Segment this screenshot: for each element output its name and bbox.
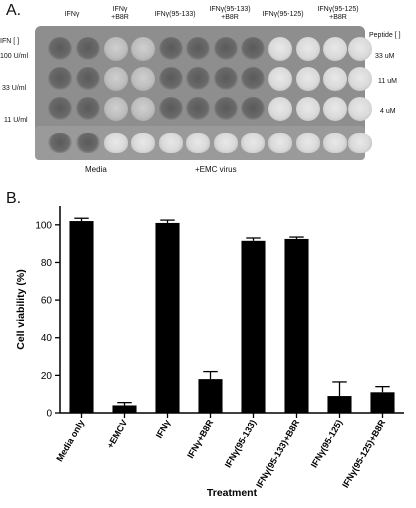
x-tick-label: IFNγ(95-125) (309, 418, 344, 469)
bar-chart: 0 20 40 60 80 100 Cell viability (%) Media only… (15, 206, 404, 499)
plate-well (241, 97, 265, 121)
y-tick-label: 80 (41, 258, 53, 269)
row-label-ifn: 11 U/ml (4, 117, 28, 124)
plate-well (348, 37, 372, 61)
col-header: IFNγ(95-133) +B8R (209, 6, 251, 21)
plate-well (214, 67, 238, 91)
plate-well (48, 133, 72, 153)
plate-well (76, 133, 100, 153)
plate-well (159, 133, 183, 153)
plate-well (159, 97, 183, 121)
peptide-header: Peptide [ ] (369, 32, 401, 39)
plate-well (348, 97, 372, 121)
y-tick-label: 40 (41, 333, 53, 344)
plate-well (323, 67, 347, 91)
col-header: IFNγ(95-125) (262, 11, 304, 18)
plate-well (323, 133, 347, 153)
plate-well (296, 37, 320, 61)
plate-well (268, 37, 292, 61)
row-label-peptide: 33 uM (375, 53, 395, 60)
plate-well (76, 37, 100, 61)
bar (327, 396, 352, 413)
x-axis-label: Treatment (207, 487, 258, 499)
bottom-label-virus: +EMC virus (195, 165, 237, 174)
plate-well (48, 67, 72, 91)
plate-well (214, 97, 238, 121)
bar (198, 379, 223, 413)
plate-well (104, 133, 128, 153)
x-tick-label: IFNγ+B8R (185, 418, 215, 460)
plate-well (131, 97, 155, 121)
plate-well (348, 67, 372, 91)
plate-well (159, 37, 183, 61)
plate-well (131, 133, 155, 153)
plate-well (214, 133, 238, 153)
panel-a-plate-image: A. IFN [ ] Peptide [ ] IFNγ IFNγ +B8R IF… (0, 0, 416, 190)
y-tick-label: 20 (41, 371, 53, 382)
bottom-label-media: Media (85, 165, 107, 174)
plate-well (76, 97, 100, 121)
plate-well (296, 97, 320, 121)
plate-well (214, 37, 238, 61)
x-tick-label: +EMCV (105, 418, 129, 450)
plate-well (348, 133, 372, 153)
plate-well (76, 67, 100, 91)
x-tick-label: IFNγ(95-125)+B8R (340, 418, 387, 490)
col-header: IFNγ +B8R (111, 6, 129, 21)
plate-well (186, 37, 210, 61)
col-header: IFNγ (64, 11, 80, 18)
plate-well (104, 97, 128, 121)
y-axis-label: Cell viability (%) (15, 269, 27, 350)
plate-well (296, 133, 320, 153)
plate-well (159, 67, 183, 91)
bar (241, 240, 266, 413)
row-label-peptide: 4 uM (380, 108, 396, 115)
plate-well (241, 67, 265, 91)
bar (69, 221, 94, 413)
plate-well (296, 67, 320, 91)
col-header: IFNγ(95-125) +B8R (317, 6, 359, 21)
row-label-peptide: 11 uM (378, 78, 397, 85)
panel-b-chart: B. 0 20 40 60 80 100 Cell viability (%) Media o… (0, 190, 416, 503)
ifn-header: IFN [ ] (0, 38, 20, 45)
y-tick-label: 0 (46, 409, 52, 420)
plate-well (268, 133, 292, 153)
y-tick-label: 60 (41, 296, 53, 307)
x-tick-label: IFNγ (154, 418, 172, 440)
x-tick-label: IFNγ(95-133) (223, 418, 258, 469)
plate-well (131, 67, 155, 91)
plate-well (131, 37, 155, 61)
x-tick-label: Media only (54, 418, 86, 463)
plate-well (323, 37, 347, 61)
col-header: IFNγ(95-133) (154, 11, 196, 18)
plate-well (268, 97, 292, 121)
bar (370, 392, 395, 413)
row-label-ifn: 100 U/ml (0, 53, 29, 60)
plate-well (323, 97, 347, 121)
bar (155, 222, 180, 413)
bar (284, 238, 309, 413)
panel-b-letter: B. (6, 190, 22, 207)
plate-well (48, 37, 72, 61)
plate-well (48, 97, 72, 121)
row-label-ifn: 33 U/ml (2, 85, 27, 92)
y-tick-label: 100 (35, 220, 52, 231)
bar (112, 405, 137, 413)
plate-well (241, 133, 265, 153)
plate-well (186, 97, 210, 121)
plate-well (186, 67, 210, 91)
plate-well (186, 133, 210, 153)
plate-well (268, 67, 292, 91)
plate-well (241, 37, 265, 61)
plate-well (104, 67, 128, 91)
x-tick-label: IFNγ(95-133)+B8R (254, 418, 301, 490)
plate-well (104, 37, 128, 61)
panel-a-letter: A. (6, 2, 22, 19)
